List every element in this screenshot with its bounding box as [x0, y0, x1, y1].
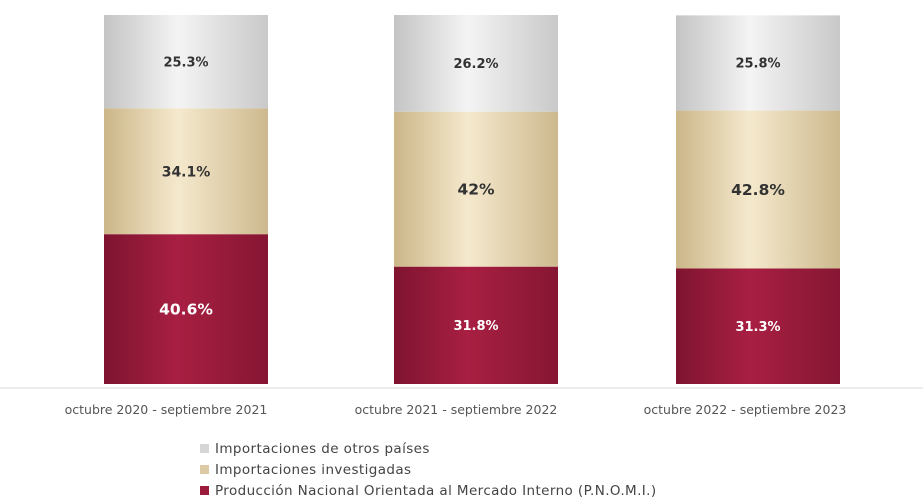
data-label: 42.8% [731, 181, 785, 199]
data-label: 31.3% [735, 320, 780, 335]
legend-item: Producción Nacional Orientada al Mercado… [200, 480, 657, 501]
bar-segment [676, 15, 840, 111]
x-tick-label: octubre 2022 - septiembre 2023 [644, 402, 847, 417]
legend-label: Importaciones de otros países [215, 440, 430, 457]
x-tick-label: octubre 2021 - septiembre 2022 [355, 402, 558, 417]
x-tick-label: octubre 2020 - septiembre 2021 [65, 402, 268, 417]
bar-segment [104, 108, 268, 235]
legend-swatch [200, 486, 209, 495]
legend: Importaciones de otros países Importacion… [200, 438, 657, 501]
legend-swatch [200, 465, 209, 474]
data-label: 34.1% [162, 164, 211, 180]
bar-segment [394, 15, 558, 112]
data-label: 25.3% [163, 55, 208, 70]
bars-group: 40.6% 34.1% 25.3% 31.8% 42% 26.2% 31.3% 42.8% 25… [104, 15, 840, 384]
data-label: 42% [457, 181, 495, 199]
data-label: 25.8% [735, 57, 780, 72]
bar-segment [676, 110, 840, 269]
legend-label: Importaciones investigadas [215, 461, 412, 478]
legend-item: Importaciones de otros países [200, 438, 657, 459]
legend-item: Importaciones investigadas [200, 459, 657, 480]
data-label: 40.6% [159, 301, 213, 319]
bar-segment [394, 266, 558, 384]
bar-segment [394, 111, 558, 267]
bar-segment [676, 268, 840, 384]
stacked-bar-chart: 40.6% 34.1% 25.3% 31.8% 42% 26.2% 31.3% 42.8% 25… [0, 15, 923, 417]
data-label: 31.8% [453, 319, 498, 334]
bar-segment [104, 15, 268, 109]
category-labels: octubre 2020 - septiembre 2021 octubre 20… [65, 402, 847, 417]
legend-label: Producción Nacional Orientada al Mercado… [215, 482, 657, 499]
bar-segment [104, 234, 268, 384]
legend-swatch [200, 444, 209, 453]
data-label: 26.2% [453, 57, 498, 72]
